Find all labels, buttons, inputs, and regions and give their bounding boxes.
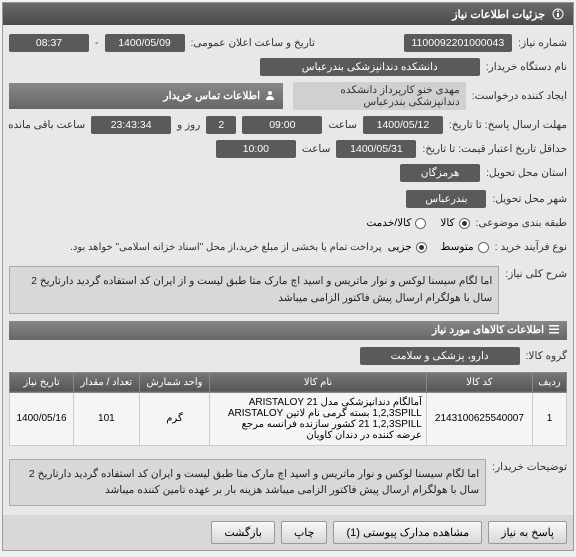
notes-box: اما لگام سیسنا لوکس و نوار ماتریس و اسید…	[9, 459, 486, 507]
cell-name: آمالگام دندانپزشکی مدل ARISTALOY 21 1,2,…	[210, 392, 427, 445]
province-label: استان محل تحویل:	[486, 167, 567, 179]
province-value: هرمزگان	[400, 164, 480, 182]
radio-dot-icon	[416, 242, 427, 253]
main-desc-box: اما لگام سیسنا لوکس و نوار ماتریس و اسید…	[9, 266, 499, 314]
need-no-value: 1100092201000043	[404, 34, 513, 52]
announce-time: 08:37	[9, 34, 89, 52]
remaining-value: 23:43:34	[91, 116, 171, 134]
remaining-label: ساعت باقی مانده	[8, 119, 85, 131]
reply-button[interactable]: پاسخ به نیاز	[488, 521, 567, 544]
creator-label: ایجاد کننده درخواست:	[472, 90, 567, 102]
deadline-time-label: ساعت	[328, 119, 357, 131]
attachments-button[interactable]: مشاهده مدارک پیوستی (1)	[333, 521, 482, 544]
notes-label: توضیحات خریدار:	[492, 455, 567, 473]
need-no-label: شماره نیاز:	[518, 37, 567, 49]
announce-label: تاریخ و ساعت اعلان عمومی:	[191, 37, 315, 49]
table-header-row: ردیف کد کالا نام کالا واحد شمارش تعداد /…	[10, 372, 567, 392]
radio-dot-icon	[415, 218, 426, 229]
table-row[interactable]: 1 2143100625540007 آمالگام دندانپزشکی مد…	[10, 392, 567, 445]
cell-code: 2143100625540007	[426, 392, 532, 445]
buyer-label: نام دستگاه خریدار:	[486, 61, 567, 73]
deadline-label: مهلت ارسال پاسخ: تا تاریخ:	[449, 119, 567, 131]
main-desc-label: شرح کلی نیاز:	[505, 262, 567, 280]
city-label: شهر محل تحویل:	[492, 193, 567, 205]
radio-service[interactable]: کالا/خدمت	[366, 217, 426, 229]
deadline-time: 09:00	[242, 116, 322, 134]
days-value: 2	[206, 116, 236, 134]
cell-unit: گرم	[139, 392, 209, 445]
list-icon	[549, 324, 559, 337]
main-panel: جزئیات اطلاعات نیاز شماره نیاز: 11000922…	[2, 2, 574, 551]
back-button[interactable]: بازگشت	[211, 521, 275, 544]
main-panel-header: جزئیات اطلاعات نیاز	[3, 3, 573, 25]
radio-small[interactable]: جزیی	[388, 241, 427, 253]
deadline-date: 1400/05/12	[363, 116, 443, 134]
radio-medium[interactable]: متوسط	[441, 241, 489, 253]
cell-qty: 101	[74, 392, 140, 445]
radio-dot-icon	[478, 242, 489, 253]
footer-buttons: پاسخ به نیاز مشاهده مدارک پیوستی (1) چاپ…	[3, 515, 573, 550]
goods-table: ردیف کد کالا نام کالا واحد شمارش تعداد /…	[9, 372, 567, 446]
contact-header-text: اطلاعات تماس خریدار	[164, 90, 260, 102]
payment-note: پرداخت تمام یا بخشی از مبلغ خرید،از محل …	[70, 242, 382, 253]
cell-date: 1400/05/16	[10, 392, 74, 445]
city-value: بندرعباس	[406, 190, 486, 208]
col-idx: ردیف	[532, 372, 566, 392]
col-qty: تعداد / مقدار	[74, 372, 140, 392]
col-date: تاریخ نیاز	[10, 372, 74, 392]
col-unit: واحد شمارش	[139, 372, 209, 392]
goods-group-label: گروه کالا:	[526, 350, 567, 362]
class-label: طبقه بندی موضوعی:	[476, 217, 567, 229]
announce-date: 1400/05/09	[105, 34, 185, 52]
buytype-radio-group: متوسط جزیی	[388, 238, 489, 256]
goods-header-text: اطلاعات کالاهای مورد نیاز	[432, 324, 544, 336]
form-body: شماره نیاز: 1100092201000043 تاریخ و ساع…	[3, 25, 573, 515]
buytype-label: نوع فرآیند خرید :	[495, 241, 567, 253]
goods-subheader: اطلاعات کالاهای مورد نیاز	[9, 321, 567, 340]
validity-label: حداقل تاریخ اعتبار قیمت: تا تاریخ:	[422, 143, 567, 155]
buyer-value: دانشکده دندانپزشکی بندرعباس	[260, 58, 480, 76]
cell-idx: 1	[532, 392, 566, 445]
col-code: کد کالا	[426, 372, 532, 392]
info-icon	[551, 7, 565, 21]
creator-value: مهدی خنو کارپرداز دانشکده دندانپزشکی بند…	[293, 82, 466, 110]
col-name: نام کالا	[210, 372, 427, 392]
contact-subheader[interactable]: اطلاعات تماس خریدار	[9, 83, 283, 109]
person-icon	[265, 90, 275, 103]
class-radio-group: کالا کالا/خدمت	[366, 214, 469, 232]
main-panel-title: جزئیات اطلاعات نیاز	[452, 8, 545, 21]
print-button[interactable]: چاپ	[281, 521, 328, 544]
radio-dot-icon	[459, 218, 470, 229]
radio-goods[interactable]: کالا	[440, 217, 469, 229]
validity-time: 10:00	[216, 140, 296, 158]
goods-group-value: دارو، پزشکی و سلامت	[360, 347, 520, 365]
days-label: روز و	[177, 119, 200, 131]
validity-date: 1400/05/31	[336, 140, 416, 158]
